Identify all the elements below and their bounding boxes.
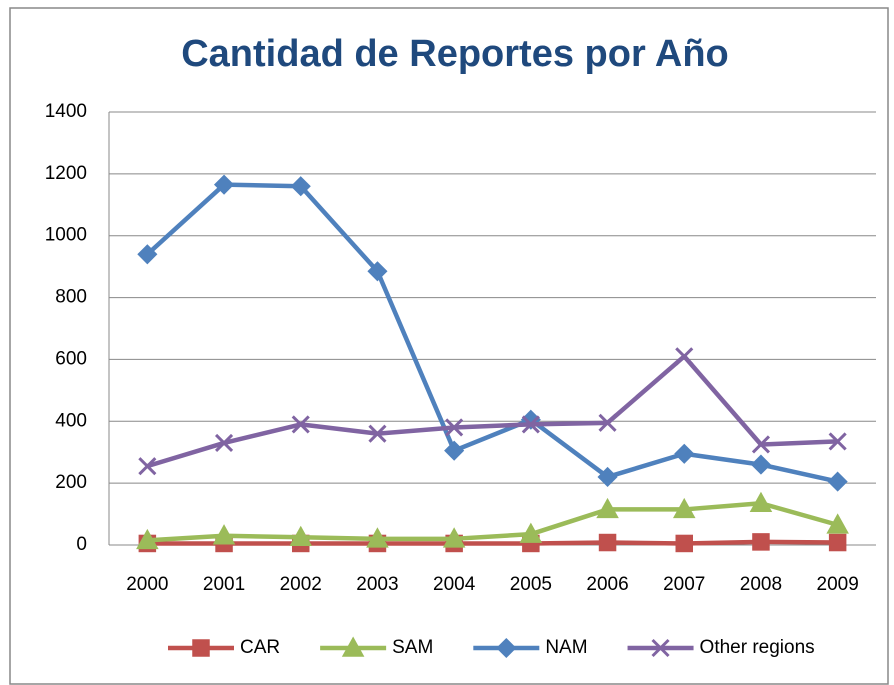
data-point — [445, 418, 464, 437]
data-point — [368, 424, 387, 443]
legend-item: SAM — [320, 636, 433, 658]
data-point — [290, 176, 311, 197]
legend-marker — [496, 637, 517, 659]
data-point — [749, 491, 773, 512]
x-tick-label: 2003 — [356, 574, 398, 595]
data-point — [444, 440, 465, 461]
x-tick-label: 2009 — [817, 574, 859, 595]
data-point — [827, 471, 848, 492]
y-tick-label: 600 — [55, 348, 87, 369]
y-tick-label: 1200 — [45, 163, 87, 184]
x-tick-label: 2008 — [740, 574, 782, 595]
data-point — [367, 261, 388, 282]
data-point — [826, 513, 849, 534]
data-point — [828, 533, 847, 552]
x-tick-label: 2004 — [433, 574, 476, 595]
data-point — [674, 443, 695, 464]
chart-frame — [9, 7, 889, 685]
legend-item: CAR — [168, 637, 280, 658]
data-point — [137, 244, 158, 265]
data-point — [138, 457, 157, 476]
x-tick-label: 2007 — [663, 574, 705, 595]
series-line — [146, 354, 838, 469]
legend-label: SAM — [392, 637, 433, 658]
legend-marker — [341, 636, 365, 657]
data-point — [213, 174, 235, 195]
x-tick-label: 2006 — [586, 574, 628, 595]
data-point — [442, 527, 466, 548]
legend-item: Other regions — [627, 637, 815, 658]
series-line — [147, 500, 839, 543]
x-tick-label: 2001 — [203, 574, 245, 595]
data-point — [598, 413, 617, 432]
x-tick-label: 2005 — [510, 574, 552, 595]
data-point — [596, 497, 619, 519]
data-point — [521, 415, 540, 434]
data-point — [752, 533, 770, 551]
legend-marker — [651, 638, 670, 658]
legend-item: NAM — [473, 637, 588, 659]
data-point — [597, 466, 618, 488]
data-point — [289, 525, 313, 547]
y-tick-label: 800 — [55, 287, 87, 308]
data-point — [672, 497, 696, 519]
data-point — [214, 433, 234, 452]
y-tick-label: 1000 — [45, 225, 87, 246]
data-point — [675, 347, 694, 366]
data-point — [598, 533, 617, 552]
legend-label: Other regions — [700, 637, 815, 658]
legend-label: CAR — [240, 637, 280, 658]
data-point — [750, 454, 772, 475]
data-point — [519, 522, 543, 543]
data-point — [828, 432, 847, 451]
data-point — [366, 527, 389, 548]
data-point — [136, 528, 159, 550]
y-tick-label: 200 — [55, 472, 87, 493]
x-tick-label: 2002 — [280, 574, 322, 595]
y-tick-label: 400 — [55, 410, 87, 431]
legend-label: NAM — [545, 637, 587, 658]
series-line — [145, 182, 839, 484]
data-point — [291, 415, 310, 434]
series-line — [147, 539, 838, 546]
y-tick-label: 0 — [76, 534, 87, 555]
data-point — [675, 534, 693, 553]
y-tick-label: 1400 — [45, 101, 87, 122]
data-point — [751, 435, 771, 454]
chart-title: Cantidad de Reportes por Año — [181, 33, 729, 75]
data-point — [212, 524, 236, 545]
legend-marker — [192, 639, 210, 657]
x-tick-label: 2000 — [126, 574, 168, 595]
